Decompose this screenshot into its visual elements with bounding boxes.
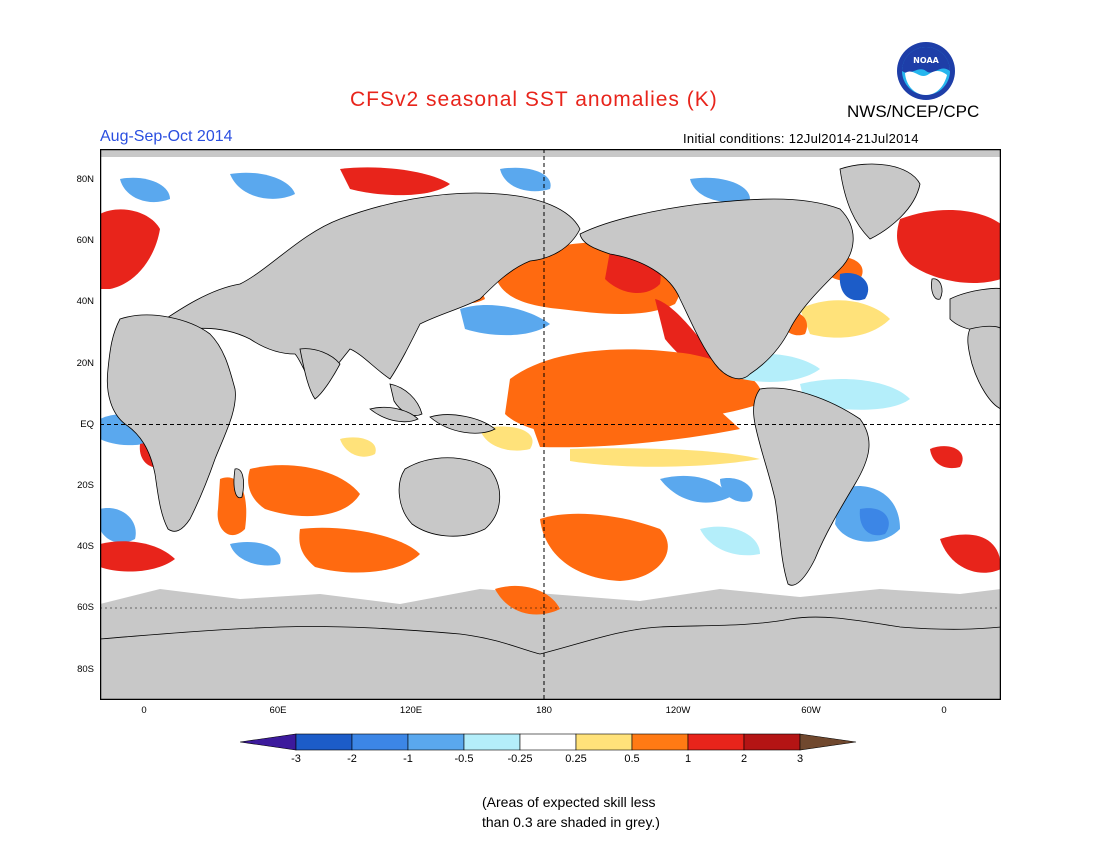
colorbar-label: 1 — [684, 753, 692, 765]
colorbar-segment — [743, 733, 801, 751]
map-title: CFSv2 seasonal SST anomalies (K) — [350, 88, 718, 111]
land-masses — [100, 163, 1001, 655]
footnote-line-1: (Areas of expected skill less — [482, 794, 656, 810]
footnote-line-2: than 0.3 are shaded in grey.) — [482, 814, 660, 830]
colorbar-label: -0.5 — [454, 753, 474, 765]
colorbar-segment — [575, 733, 633, 751]
lon-label: 60W — [801, 705, 821, 716]
lon-label: 120E — [399, 705, 423, 716]
noaa-logo-icon: NOAA — [897, 42, 955, 100]
initial-conditions-label: Initial conditions: 12Jul2014-21Jul2014 — [683, 131, 919, 146]
logo-text: NOAA — [913, 56, 939, 65]
lon-label: 60E — [269, 705, 287, 716]
sst-anomaly-map — [100, 149, 1001, 700]
lat-label: 40S — [77, 541, 94, 552]
season-label: Aug-Sep-Oct 2014 — [100, 128, 233, 145]
lat-label: 20N — [76, 358, 94, 369]
lon-label: 120W — [665, 705, 691, 716]
colorbar-segment — [463, 733, 521, 751]
colorbar-right-cap — [799, 733, 857, 751]
colorbar-label: 0.25 — [565, 753, 587, 765]
lat-label: 80N — [76, 174, 94, 185]
organization-label: NWS/NCEP/CPC — [847, 102, 980, 121]
colorbar-left-cap — [240, 733, 297, 751]
footnote: (Areas of expected skill less than 0.3 a… — [482, 792, 660, 832]
colorbar-segment — [295, 733, 353, 751]
lat-label: 80S — [77, 664, 94, 675]
lat-label: 40N — [76, 296, 94, 307]
colorbar-label: 2 — [740, 753, 748, 765]
colorbar-segment — [687, 733, 745, 751]
colorbar-label: 3 — [796, 753, 804, 765]
colorbar-segment — [407, 733, 465, 751]
lat-label: EQ — [80, 419, 94, 430]
colorbar-segment — [519, 733, 577, 751]
lat-label: 20S — [77, 480, 94, 491]
colorbar-segment — [631, 733, 689, 751]
lat-label: 60N — [76, 235, 94, 246]
lon-label: 0 — [141, 705, 147, 716]
anomaly-patches — [100, 167, 1001, 615]
colorbar-label: -1 — [403, 753, 413, 765]
colorbar-label: -3 — [291, 753, 301, 765]
lon-label: 0 — [941, 705, 947, 716]
colorbar-segment — [351, 733, 409, 751]
colorbar — [240, 733, 857, 751]
colorbar-label: -2 — [347, 753, 357, 765]
lat-label: 60S — [77, 602, 94, 613]
colorbar-label: -0.25 — [507, 753, 533, 765]
lon-label: 180 — [536, 705, 552, 716]
colorbar-label: 0.5 — [624, 753, 640, 765]
